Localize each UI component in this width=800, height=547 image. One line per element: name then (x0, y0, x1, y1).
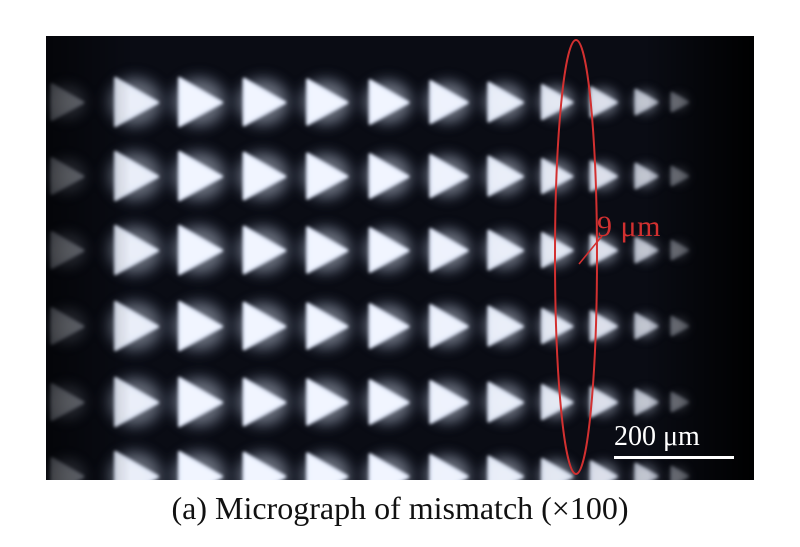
scale-bar-label: 200 μm (614, 421, 700, 452)
vignette (46, 36, 754, 480)
scale-bar (614, 456, 734, 459)
mismatch-ellipse (554, 39, 598, 475)
mismatch-annotation: 9 μm (597, 210, 661, 243)
micrograph-pattern (46, 36, 754, 480)
annotation-leader-line (578, 235, 603, 265)
micrograph-image (46, 36, 754, 480)
figure-caption: (a) Micrograph of mismatch (×100) (171, 490, 629, 526)
